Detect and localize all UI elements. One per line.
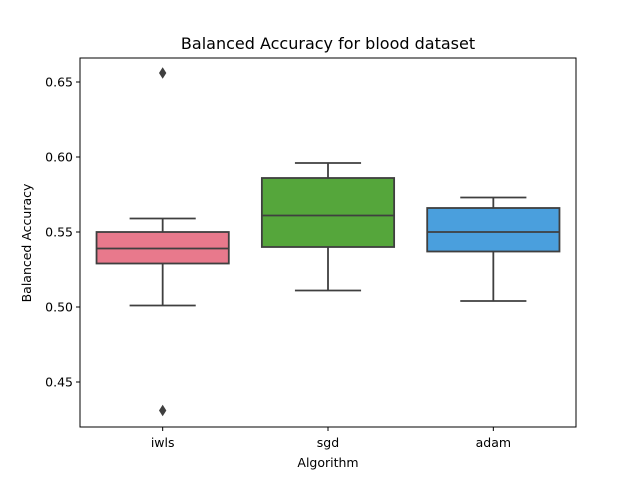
y-tick-label: 0.60	[45, 150, 73, 165]
chart-title: Balanced Accuracy for blood dataset	[181, 34, 475, 53]
box-adam	[426, 207, 561, 253]
x-tick-label: iwls	[151, 435, 175, 450]
box-sgd	[260, 177, 396, 248]
y-tick-label: 0.45	[45, 375, 73, 390]
x-tick-label: adam	[476, 435, 511, 450]
x-tick-label: sgd	[317, 435, 339, 450]
y-axis-label: Balanced Accuracy	[19, 183, 34, 302]
y-tick-label: 0.65	[45, 75, 73, 90]
y-tick-label: 0.55	[45, 225, 73, 240]
outlier-point	[158, 67, 167, 79]
plot-area: 0.45 0.50 0.55 0.60 0.65 iwls sgd adam	[45, 57, 577, 450]
y-tick-label: 0.50	[45, 300, 73, 315]
outlier-point	[158, 404, 167, 417]
x-axis-label: Algorithm	[297, 455, 358, 470]
